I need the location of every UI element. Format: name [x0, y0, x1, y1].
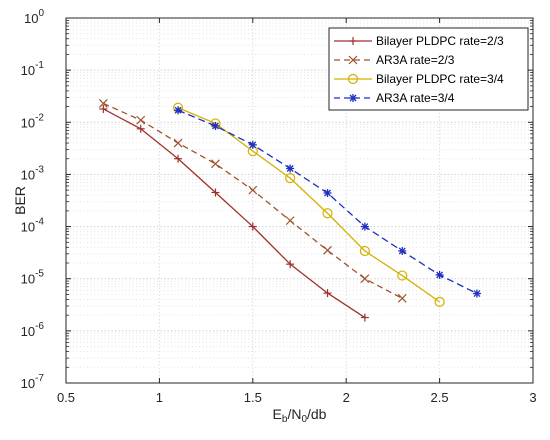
data-point	[360, 222, 369, 231]
data-point	[248, 222, 257, 231]
data-point	[248, 185, 258, 195]
legend-swatch-marker	[349, 37, 357, 45]
legend-entry-label: AR3A rate=2/3	[376, 53, 455, 67]
legend-box	[328, 27, 529, 111]
legend: Bilayer PLDPC rate=2/3 AR3A rate=2/3 Bilay…	[328, 27, 529, 111]
y-tick-label: 10-4	[21, 217, 45, 235]
data-point	[434, 296, 445, 307]
data-point	[248, 140, 257, 149]
data-point	[397, 293, 407, 303]
data-point	[359, 245, 370, 257]
y-tick-label: 10-7	[21, 373, 45, 391]
data-point	[323, 189, 332, 198]
series-line-1	[103, 108, 366, 319]
y-tick-label: 10-2	[21, 112, 45, 130]
data-point	[136, 124, 145, 133]
x-tick-label: 3	[529, 390, 536, 405]
data-point	[99, 104, 108, 113]
data-point	[173, 138, 183, 148]
y-tick-label: 10-1	[21, 60, 45, 78]
x-label-tail: /db	[307, 406, 327, 422]
y-tick-label: 10-6	[21, 321, 45, 339]
data-point	[285, 173, 296, 184]
data-point	[285, 216, 295, 226]
data-point	[211, 159, 220, 169]
x-tick-label: 0.5	[57, 390, 75, 405]
data-point	[211, 188, 220, 197]
series-line-3	[177, 107, 440, 303]
data-point	[322, 208, 333, 219]
data-point	[136, 115, 146, 125]
tick-layer: 0.5 1 1.5 2 2.5 3 10-7 10-6 10-5 10-4 10-3 10-2 10-1…	[21, 8, 537, 405]
y-tick-label: 10-3	[21, 164, 45, 182]
data-point	[323, 245, 332, 255]
legend-entry-label: Bilayer PLDPC rate=3/4	[376, 72, 504, 86]
x-tick-label: 2.5	[431, 390, 449, 405]
y-axis-label: BER	[12, 186, 28, 215]
data-point	[360, 313, 369, 322]
x-label-main: E	[273, 406, 282, 422]
data-point	[98, 98, 108, 108]
data-point	[174, 154, 183, 163]
legend-swatch-marker	[349, 94, 357, 102]
x-tick-label: 2	[343, 390, 350, 405]
series-layer	[98, 98, 481, 322]
legend-swatch-marker	[347, 73, 359, 85]
plot-frame	[65, 17, 534, 384]
data-point	[472, 289, 481, 298]
x-label-mid: /N	[287, 406, 301, 422]
data-point	[286, 164, 295, 173]
x-axis-label: Eb/N0/db	[273, 406, 327, 425]
x-tick-label: 1	[156, 390, 163, 405]
y-tick-label: 10-5	[21, 269, 45, 287]
legend-entry-label: Bilayer PLDPC rate=2/3	[376, 34, 504, 48]
data-point	[211, 121, 220, 130]
data-point	[435, 270, 444, 279]
y-tick-label: 100	[24, 8, 44, 26]
data-point	[360, 274, 370, 284]
x-label-sub2: 0	[301, 414, 307, 425]
x-label-sub1: b	[282, 414, 288, 425]
data-point	[174, 106, 183, 115]
data-point	[398, 247, 407, 256]
data-point	[397, 270, 408, 281]
x-tick-label: 1.5	[244, 390, 262, 405]
data-point	[286, 260, 295, 269]
legend-swatch-marker	[348, 55, 358, 65]
legend-entry-label: AR3A rate=3/4	[376, 91, 455, 105]
data-point	[323, 289, 332, 298]
